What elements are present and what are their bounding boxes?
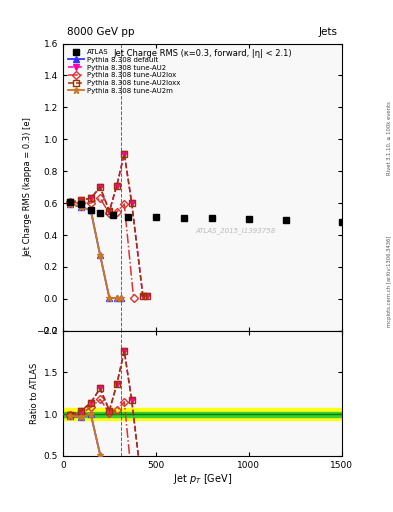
Text: Rivet 3.1.10, ≥ 100k events: Rivet 3.1.10, ≥ 100k events bbox=[387, 101, 391, 175]
Pythia 8.308 tune-AU2lox bbox=[68, 199, 73, 205]
Pythia 8.308 tune-AU2m bbox=[114, 295, 119, 301]
Pythia 8.308 default bbox=[98, 252, 103, 258]
Pythia 8.308 tune-AU2loxx bbox=[122, 151, 127, 157]
Y-axis label: Ratio to ATLAS: Ratio to ATLAS bbox=[31, 362, 39, 424]
X-axis label: Jet $p_T$ [GeV]: Jet $p_T$ [GeV] bbox=[173, 472, 232, 486]
Pythia 8.308 tune-AU2m bbox=[107, 295, 112, 301]
Pythia 8.308 tune-AU2 bbox=[98, 184, 103, 190]
Pythia 8.308 tune-AU2 bbox=[129, 200, 134, 206]
Pythia 8.308 tune-AU2loxx bbox=[68, 199, 73, 205]
Pythia 8.308 tune-AU2 bbox=[107, 208, 112, 214]
Pythia 8.308 tune-AU2 bbox=[141, 292, 145, 298]
Pythia 8.308 tune-AU2lox bbox=[131, 295, 136, 301]
Y-axis label: Jet Charge RMS (kappa = 0.3) [e]: Jet Charge RMS (kappa = 0.3) [e] bbox=[23, 117, 32, 257]
Pythia 8.308 default bbox=[88, 207, 93, 214]
Line: Pythia 8.308 tune-AU2m: Pythia 8.308 tune-AU2m bbox=[67, 200, 124, 302]
Text: 8000 GeV pp: 8000 GeV pp bbox=[67, 27, 134, 37]
Pythia 8.308 tune-AU2lox bbox=[114, 209, 119, 215]
Pythia 8.308 tune-AU2 bbox=[79, 197, 84, 203]
Pythia 8.308 tune-AU2lox bbox=[88, 200, 93, 206]
Pythia 8.308 tune-AU2loxx bbox=[141, 292, 145, 298]
Text: mcplots.cern.ch [arXiv:1306.3436]: mcplots.cern.ch [arXiv:1306.3436] bbox=[387, 236, 391, 327]
Text: ATLAS_2015_I1393758: ATLAS_2015_I1393758 bbox=[196, 227, 276, 233]
Pythia 8.308 tune-AU2loxx bbox=[114, 182, 119, 188]
Text: Jets: Jets bbox=[319, 27, 338, 37]
Pythia 8.308 tune-AU2loxx bbox=[129, 200, 134, 206]
Pythia 8.308 default bbox=[68, 201, 73, 207]
Pythia 8.308 tune-AU2 bbox=[114, 182, 119, 188]
Text: Jet Charge RMS (κ=0.3, forward, |η| < 2.1): Jet Charge RMS (κ=0.3, forward, |η| < 2.… bbox=[113, 49, 292, 58]
Pythia 8.308 tune-AU2loxx bbox=[88, 195, 93, 201]
Pythia 8.308 tune-AU2lox bbox=[98, 195, 103, 201]
Pythia 8.308 tune-AU2 bbox=[68, 199, 73, 205]
Pythia 8.308 default bbox=[79, 204, 84, 210]
Pythia 8.308 tune-AU2loxx bbox=[98, 184, 103, 190]
Pythia 8.308 tune-AU2m bbox=[79, 204, 84, 210]
Pythia 8.308 tune-AU2loxx bbox=[144, 292, 149, 298]
Line: Pythia 8.308 default: Pythia 8.308 default bbox=[68, 201, 123, 301]
Line: Pythia 8.308 tune-AU2lox: Pythia 8.308 tune-AU2lox bbox=[68, 196, 136, 301]
Pythia 8.308 tune-AU2lox bbox=[122, 201, 127, 207]
Pythia 8.308 default bbox=[118, 295, 123, 301]
Pythia 8.308 tune-AU2 bbox=[88, 195, 93, 201]
Line: Pythia 8.308 tune-AU2loxx: Pythia 8.308 tune-AU2loxx bbox=[68, 151, 149, 298]
Pythia 8.308 tune-AU2lox bbox=[107, 210, 112, 217]
Pythia 8.308 tune-AU2loxx bbox=[79, 197, 84, 203]
Pythia 8.308 default bbox=[107, 295, 112, 301]
Pythia 8.308 tune-AU2 bbox=[144, 292, 149, 298]
Pythia 8.308 tune-AU2 bbox=[122, 151, 127, 157]
Pythia 8.308 tune-AU2m bbox=[98, 252, 103, 258]
Pythia 8.308 tune-AU2m bbox=[88, 207, 93, 214]
Legend: ATLAS, Pythia 8.308 default, Pythia 8.308 tune-AU2, Pythia 8.308 tune-AU2lox, Py: ATLAS, Pythia 8.308 default, Pythia 8.30… bbox=[66, 47, 183, 96]
Pythia 8.308 tune-AU2m bbox=[118, 295, 123, 301]
Pythia 8.308 tune-AU2loxx bbox=[107, 208, 112, 214]
Pythia 8.308 tune-AU2m bbox=[68, 201, 73, 207]
Pythia 8.308 tune-AU2lox bbox=[79, 200, 84, 206]
Pythia 8.308 default bbox=[114, 295, 119, 301]
Line: Pythia 8.308 tune-AU2: Pythia 8.308 tune-AU2 bbox=[68, 151, 149, 298]
